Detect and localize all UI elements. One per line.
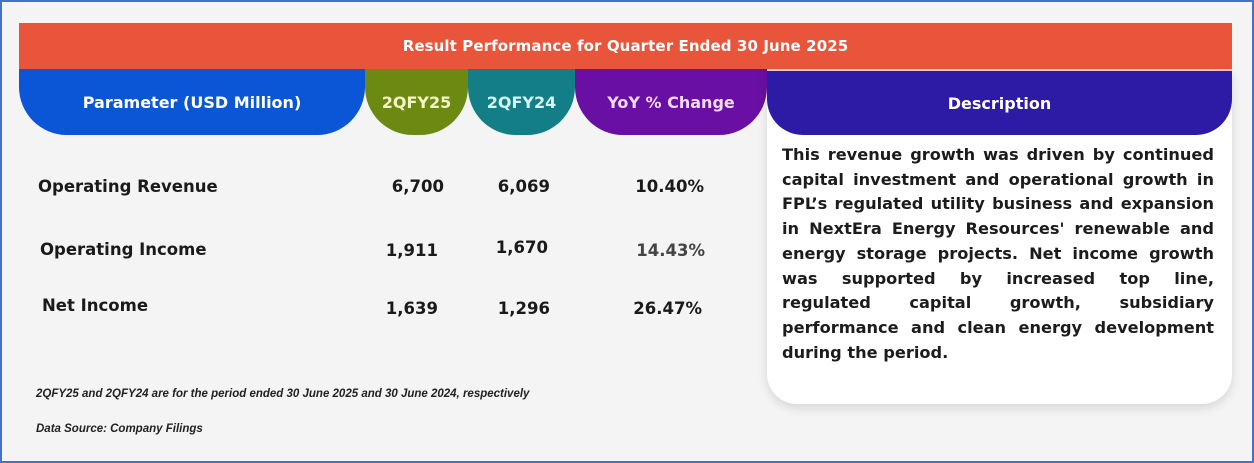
data-source-footnote: Data Source: Company Filings [36,423,203,435]
cell-operating-income-2qfy24: 1,670 [495,238,548,257]
cell-net-income-2qfy25: 1,639 [385,299,438,318]
row-label-operating-income: Operating Income [40,240,207,259]
cell-operating-revenue-2qfy24: 6,069 [497,177,550,196]
description-card: Description This revenue growth was driv… [767,69,1232,404]
description-text: This revenue growth was driven by contin… [782,145,1214,362]
header-2qfy24: 2QFY24 [468,69,575,135]
cell-net-income-yoy: 26.47% [633,299,702,318]
table-title: Result Performance for Quarter Ended 30 … [19,23,1232,69]
header-parameter: Parameter (USD Million) [19,69,365,135]
cell-operating-income-2qfy25: 1,911 [385,241,438,260]
header-2qfy25: 2QFY25 [365,69,468,135]
row-label-net-income: Net Income [42,296,149,315]
cell-net-income-2qfy24: 1,296 [497,299,550,318]
period-footnote: 2QFY25 and 2QFY24 are for the period end… [36,388,530,400]
header-yoy-change: YoY % Change [575,69,767,135]
row-label-operating-revenue: Operating Revenue [38,177,218,196]
header-description: Description [767,69,1232,135]
cell-operating-income-yoy: 14.43% [636,241,705,260]
cell-operating-revenue-2qfy25: 6,700 [391,177,444,196]
cell-operating-revenue-yoy: 10.40% [635,177,704,196]
